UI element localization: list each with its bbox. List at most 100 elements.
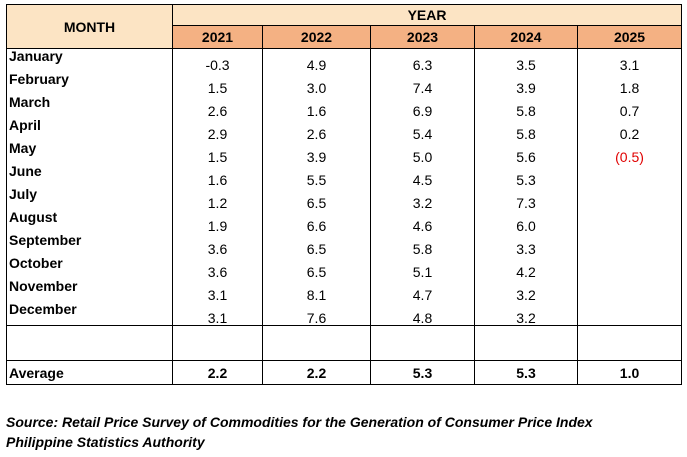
value-cell-2024: 3.3 [474, 233, 578, 256]
average-row: Average 2.2 2.2 5.3 5.3 1.0 [6, 360, 683, 385]
month-cell: June [6, 164, 173, 187]
table-row: April 2.9 2.6 5.4 5.8 0.2 [6, 118, 683, 141]
average-label: Average [6, 360, 173, 385]
table-row: March 2.6 1.6 6.9 5.8 0.7 [6, 95, 683, 118]
table-row: July 1.2 6.5 3.2 7.3 [6, 187, 683, 210]
value-cell-2024: 3.2 [474, 302, 578, 326]
average-value-2021: 2.2 [172, 360, 263, 385]
value-cell-2023: 4.8 [370, 302, 475, 326]
value-cell-2021: 1.9 [172, 210, 263, 233]
value-cell-2025 [576, 302, 683, 326]
value-cell-2022: 3.9 [262, 141, 371, 164]
blank-cell [474, 325, 578, 361]
value-cell-2021: 1.5 [172, 72, 263, 95]
value-cell-2024: 5.8 [474, 118, 578, 141]
blank-row [6, 325, 683, 361]
value-cell-2022: 6.5 [262, 187, 371, 210]
value-cell-2021: 3.1 [172, 279, 263, 302]
value-cell-2023: 4.7 [370, 279, 475, 302]
month-cell: October [6, 256, 173, 279]
month-cell: August [6, 210, 173, 233]
blank-cell [576, 325, 683, 361]
value-cell-2025 [576, 279, 683, 302]
table-row: June 1.6 5.5 4.5 5.3 [6, 164, 683, 187]
table-row: February 1.5 3.0 7.4 3.9 1.8 [6, 72, 683, 95]
value-cell-2021: -0.3 [172, 48, 263, 72]
value-cell-2024: 7.3 [474, 187, 578, 210]
value-cell-2025 [576, 164, 683, 187]
year-header-2021: 2021 [172, 25, 263, 49]
month-cell: April [6, 118, 173, 141]
month-column-header: MONTH [6, 4, 173, 49]
value-cell-2025: 0.2 [576, 118, 683, 141]
value-cell-2025 [576, 256, 683, 279]
value-cell-2022: 4.9 [262, 48, 371, 72]
value-cell-2023: 5.1 [370, 256, 475, 279]
month-cell: January [6, 48, 173, 72]
blank-cell [172, 325, 263, 361]
table-row: January -0.3 4.9 6.3 3.5 3.1 [6, 48, 683, 72]
value-cell-2021: 2.9 [172, 118, 263, 141]
value-cell-2022: 8.1 [262, 279, 371, 302]
year-header-2023: 2023 [370, 25, 475, 49]
year-group-header: YEAR [171, 4, 683, 26]
source-line: Source: Retail Price Survey of Commoditi… [6, 414, 593, 430]
inflation-table: MONTH YEAR 2021 2022 2023 2024 2025 Janu… [6, 4, 683, 385]
value-cell-2024: 5.3 [474, 164, 578, 187]
blank-cell [262, 325, 371, 361]
table-row: August 1.9 6.6 4.6 6.0 [6, 210, 683, 233]
value-cell-2021: 1.2 [172, 187, 263, 210]
value-cell-2025: (0.5) [576, 141, 683, 164]
value-cell-2022: 5.5 [262, 164, 371, 187]
table-row: September 3.6 6.5 5.8 3.3 [6, 233, 683, 256]
average-value-2025: 1.0 [576, 360, 683, 385]
value-cell-2021: 1.6 [172, 164, 263, 187]
value-cell-2023: 5.0 [370, 141, 475, 164]
value-cell-2023: 7.4 [370, 72, 475, 95]
blank-cell [370, 325, 475, 361]
blank-cell [6, 325, 173, 361]
source-agency: Philippine Statistics Authority [6, 434, 205, 450]
value-cell-2024: 6.0 [474, 210, 578, 233]
month-cell: July [6, 187, 173, 210]
value-cell-2023: 6.3 [370, 48, 475, 72]
average-value-2024: 5.3 [474, 360, 578, 385]
value-cell-2023: 5.8 [370, 233, 475, 256]
table-row: May 1.5 3.9 5.0 5.6 (0.5) [6, 141, 683, 164]
value-cell-2023: 3.2 [370, 187, 475, 210]
value-cell-2025: 3.1 [576, 48, 683, 72]
value-cell-2024: 3.5 [474, 48, 578, 72]
value-cell-2024: 5.6 [474, 141, 578, 164]
year-header-2025: 2025 [576, 25, 683, 49]
value-cell-2021: 2.6 [172, 95, 263, 118]
value-cell-2025 [576, 187, 683, 210]
table-row: November 3.1 8.1 4.7 3.2 [6, 279, 683, 302]
value-cell-2022: 6.5 [262, 256, 371, 279]
value-cell-2021: 1.5 [172, 141, 263, 164]
average-value-2023: 5.3 [370, 360, 475, 385]
value-cell-2022: 3.0 [262, 72, 371, 95]
table-body: January -0.3 4.9 6.3 3.5 3.1 February 1.5 3.0 7.4… [6, 48, 683, 385]
value-cell-2022: 6.5 [262, 233, 371, 256]
value-cell-2024: 3.2 [474, 279, 578, 302]
value-cell-2021: 3.6 [172, 233, 263, 256]
value-cell-2025: 0.7 [576, 95, 683, 118]
source-note: Source: Retail Price Survey of Commoditi… [6, 412, 684, 452]
value-cell-2023: 6.9 [370, 95, 475, 118]
value-cell-2022: 7.6 [262, 302, 371, 326]
value-cell-2024: 4.2 [474, 256, 578, 279]
table-row: December 3.1 7.6 4.8 3.2 [6, 302, 683, 326]
value-cell-2025: 1.8 [576, 72, 683, 95]
value-cell-2024: 3.9 [474, 72, 578, 95]
value-cell-2021: 3.6 [172, 256, 263, 279]
year-header-2024: 2024 [474, 25, 578, 49]
month-cell: February [6, 72, 173, 95]
value-cell-2024: 5.8 [474, 95, 578, 118]
value-cell-2023: 4.5 [370, 164, 475, 187]
month-cell: December [6, 302, 173, 326]
average-value-2022: 2.2 [262, 360, 371, 385]
value-cell-2023: 4.6 [370, 210, 475, 233]
value-cell-2023: 5.4 [370, 118, 475, 141]
month-cell: September [6, 233, 173, 256]
month-cell: May [6, 141, 173, 164]
